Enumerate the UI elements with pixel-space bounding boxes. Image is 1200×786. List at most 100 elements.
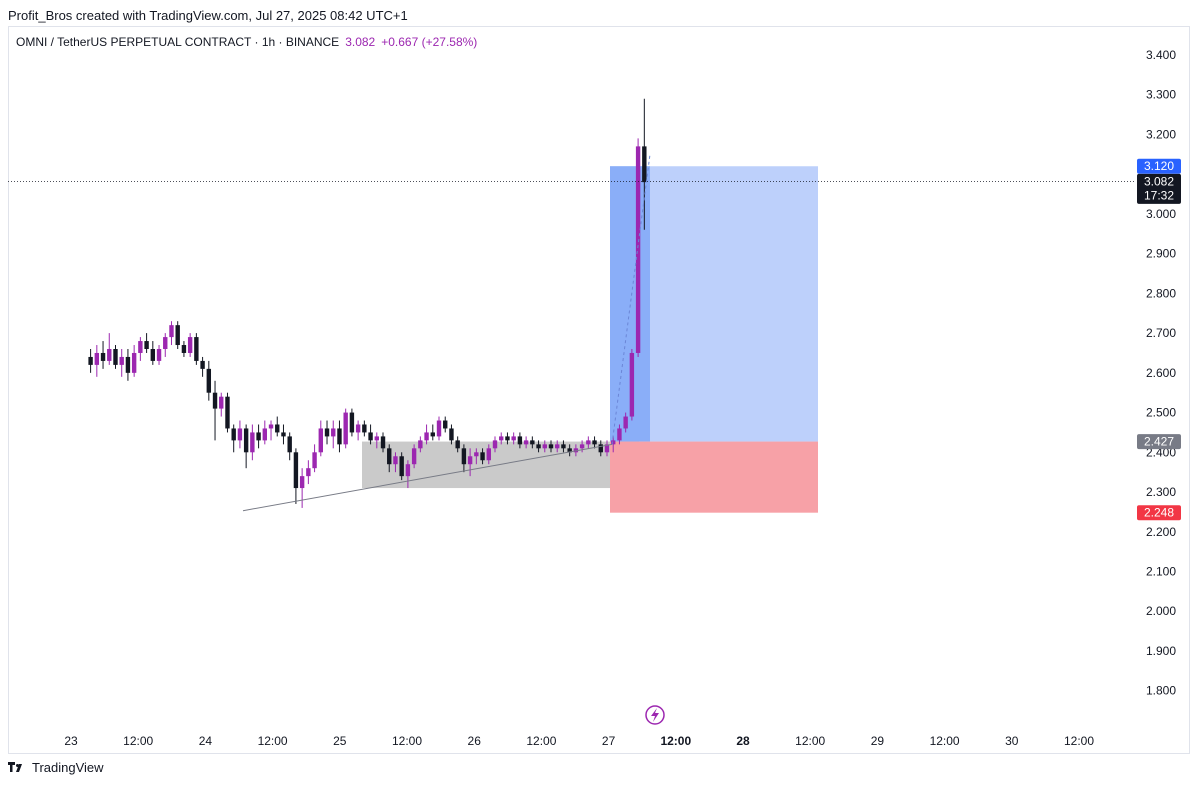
candle-body	[156, 349, 162, 361]
candle-body	[436, 420, 442, 437]
chart-credit: Profit_Bros created with TradingView.com…	[8, 8, 408, 23]
candle-body	[262, 428, 268, 441]
stop-price-label-bg	[1137, 505, 1181, 521]
symbol-legend[interactable]: OMNI / TetherUS PERPETUAL CONTRACT · 1h …	[16, 35, 477, 49]
candle-body	[362, 424, 367, 433]
candle-body	[387, 448, 392, 465]
candle-body	[200, 360, 205, 369]
candle-body	[449, 428, 454, 441]
candle-body	[617, 428, 622, 441]
last-price: 3.082	[345, 35, 376, 49]
y-tick-label: 2.500	[1146, 406, 1176, 420]
candle-body	[592, 440, 597, 445]
candle-body	[480, 452, 485, 461]
y-tick-label: 3.200	[1146, 127, 1176, 141]
projection-line	[611, 154, 651, 445]
candle-body	[443, 420, 448, 429]
candle-body	[125, 356, 131, 373]
tradingview-brand: TradingView	[32, 760, 104, 775]
entry-price-label: 2.427	[1144, 435, 1174, 449]
candle-body	[380, 436, 386, 449]
lightning-icon	[651, 708, 659, 722]
x-tick-label: 26	[468, 734, 482, 748]
y-tick-label: 2.700	[1146, 326, 1176, 340]
candle-body	[131, 352, 137, 373]
target-price-label: 3.120	[1144, 159, 1174, 173]
symbol-title: OMNI / TetherUS PERPETUAL CONTRACT · 1h …	[16, 35, 340, 49]
candle-body	[467, 456, 473, 465]
candle-body	[523, 440, 529, 445]
entry-price-label-bg	[1137, 434, 1181, 450]
candle-body	[194, 337, 199, 361]
candle-body	[324, 428, 330, 437]
candle-body	[374, 436, 379, 441]
y-tick-label: 2.000	[1146, 604, 1176, 618]
y-tick-label: 2.800	[1146, 286, 1176, 300]
candle-body	[611, 440, 616, 445]
candle-body	[411, 448, 417, 465]
x-tick-label: 12:00	[123, 734, 153, 748]
candle-body	[287, 436, 292, 453]
candle-body	[368, 432, 373, 441]
last-price-label-countdown: 17:32	[1144, 188, 1174, 202]
candle-body	[492, 440, 498, 449]
candle-body	[455, 440, 460, 449]
candle-body	[119, 356, 124, 365]
x-tick-label: 12:00	[795, 734, 825, 748]
candle-body	[293, 452, 299, 489]
candle-body	[343, 412, 348, 445]
candle-body	[598, 444, 603, 453]
candle-body	[418, 440, 423, 449]
candle-body	[561, 444, 566, 449]
x-tick-label: 12:00	[930, 734, 960, 748]
candle-body	[542, 444, 547, 449]
x-tick-label: 23	[64, 734, 78, 748]
candle-body	[94, 352, 100, 365]
candle-body	[212, 392, 218, 409]
candle-body	[225, 396, 230, 429]
candle-body	[642, 146, 647, 183]
stop-zone	[610, 441, 818, 513]
target-price-label-bg	[1137, 158, 1181, 174]
y-tick-label: 2.600	[1146, 366, 1176, 380]
tradingview-logo[interactable]: TradingView	[8, 760, 104, 775]
y-tick-label: 1.800	[1146, 684, 1176, 698]
candle-body	[88, 356, 93, 365]
candle-body	[175, 325, 180, 346]
y-tick-label: 1.900	[1146, 644, 1176, 658]
candle-body	[555, 444, 560, 449]
candle-body	[331, 428, 336, 437]
candle-body	[100, 352, 106, 361]
candle-body	[405, 464, 411, 477]
candle-body	[511, 436, 516, 441]
last-price-label: 3.082	[1144, 174, 1174, 188]
y-tick-label: 2.900	[1146, 247, 1176, 261]
y-tick-label: 2.200	[1146, 525, 1176, 539]
candle-body	[393, 456, 398, 465]
candle-body	[306, 468, 311, 477]
candle-body	[337, 428, 342, 445]
candle-body	[268, 424, 274, 429]
candle-body	[635, 146, 641, 353]
candle-body	[536, 444, 541, 449]
candle-body	[399, 456, 404, 477]
candle-body	[275, 424, 280, 433]
candle-body	[424, 432, 429, 441]
candle-body	[349, 412, 355, 433]
candle-body	[206, 368, 212, 393]
candle-body	[355, 424, 361, 433]
candle-body	[169, 325, 174, 338]
candle-body	[548, 444, 554, 449]
y-tick-label: 2.300	[1146, 485, 1176, 499]
candle-body	[629, 352, 635, 417]
y-tick-label: 3.400	[1146, 48, 1176, 62]
x-tick-label: 28	[736, 734, 750, 748]
candle-body	[243, 428, 249, 453]
candle-body	[187, 337, 193, 353]
x-tick-label: 12:00	[258, 734, 288, 748]
candle-body	[486, 448, 491, 461]
y-tick-label: 3.300	[1146, 88, 1176, 102]
y-tick-label: 2.100	[1146, 564, 1176, 578]
x-tick-label: 12:00	[660, 734, 691, 748]
